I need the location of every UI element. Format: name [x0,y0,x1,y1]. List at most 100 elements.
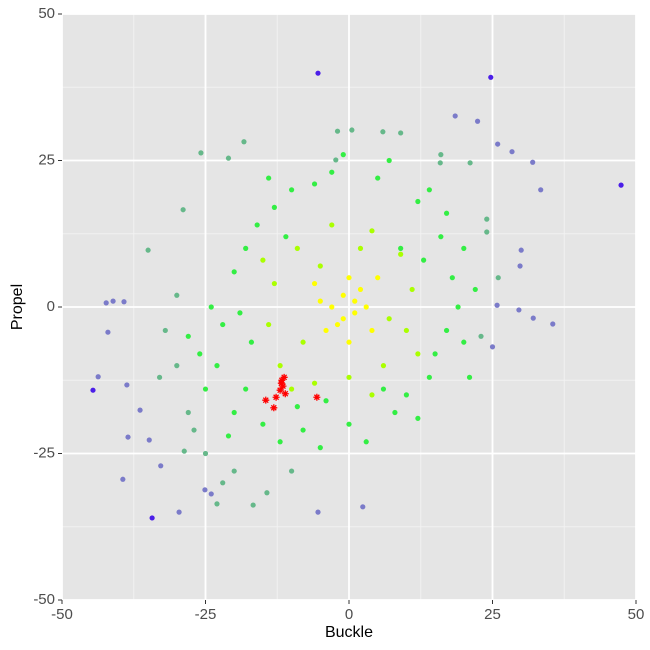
point [220,321,226,328]
point [618,182,624,188]
point [125,434,131,440]
point [225,155,232,161]
point [214,501,220,507]
point [254,222,260,228]
point [369,327,375,334]
point [289,468,295,474]
point [120,476,126,482]
point [363,304,369,310]
point [289,187,295,193]
point [145,247,151,253]
point [283,234,289,240]
point [334,128,341,134]
point [443,327,450,334]
x-tick-label: 25 [484,606,501,623]
point [386,316,392,322]
point [294,404,300,410]
point [260,257,266,263]
point [231,269,237,275]
point [271,204,277,210]
point [437,160,443,166]
point [386,157,392,164]
point [231,409,237,416]
point [398,251,404,257]
point [208,304,214,310]
point [472,286,478,293]
point [461,245,467,251]
point [158,463,164,469]
point [329,222,335,228]
point [289,386,295,392]
point [202,487,208,493]
point [260,421,266,427]
point [174,292,180,298]
point [231,468,237,474]
point [398,245,404,251]
point [495,141,501,147]
point [380,363,387,369]
point [438,152,444,158]
point [346,275,352,281]
point [317,263,323,269]
star-point [262,396,270,404]
y-tick-label: 50 [38,5,55,22]
point [124,382,130,388]
point [369,228,375,234]
y-tick-label: 0 [47,298,55,315]
point [241,139,247,145]
point [349,127,355,133]
point [403,392,409,398]
point [455,304,461,310]
point [346,339,352,345]
point [360,504,366,510]
star-point [281,390,289,398]
point [315,70,321,76]
point [311,181,318,187]
point [488,74,494,80]
point [103,300,109,306]
star-point [277,379,285,387]
point [346,421,352,427]
point [250,502,256,508]
point [518,247,524,253]
point [174,363,180,369]
star-point [279,382,287,390]
point [467,160,473,166]
point [323,398,329,404]
point [426,374,432,380]
point [432,351,438,357]
point [449,275,455,281]
x-axis-title: Buckle [325,624,373,641]
point [185,409,191,416]
point [156,374,163,380]
point [375,175,381,181]
point [176,509,182,515]
point [340,152,346,158]
point [202,386,209,392]
point [438,234,444,240]
star-point [313,393,321,401]
point [484,229,490,235]
x-tick-label: 50 [628,606,645,623]
point [311,280,318,287]
point [323,327,329,334]
point [352,298,358,304]
point [363,439,369,445]
point [509,149,515,155]
point [225,433,232,439]
point [489,344,496,350]
point [466,374,473,380]
point [461,339,467,345]
point [149,515,155,521]
point [315,509,321,515]
y-tick-label: 25 [38,151,55,168]
point [294,245,300,251]
y-tick-label: -25 [33,444,55,461]
x-tick-label: -50 [51,606,73,623]
y-axis-title: Propel [9,284,26,330]
point [426,187,432,193]
point [277,439,283,445]
point [403,327,409,334]
point [550,321,556,327]
